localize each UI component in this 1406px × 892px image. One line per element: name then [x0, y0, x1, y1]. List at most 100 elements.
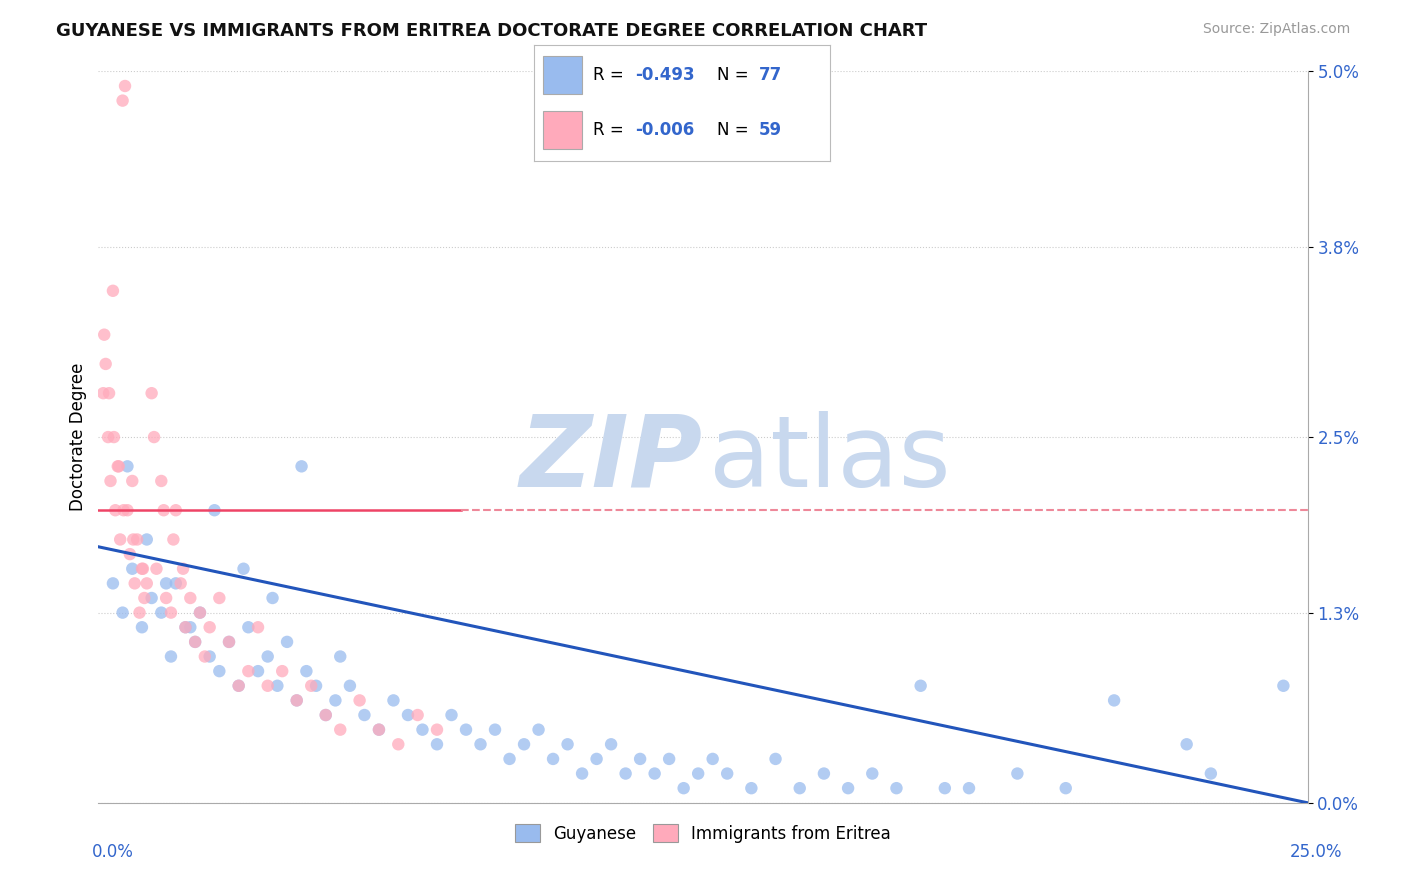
- Point: [128, 606, 150, 620]
- Point: [247, 664, 270, 678]
- Point: [179, 591, 201, 605]
- Point: [406, 708, 429, 723]
- Point: [101, 576, 124, 591]
- Point: [141, 386, 163, 401]
- Point: [585, 752, 607, 766]
- Point: [658, 752, 681, 766]
- Point: [299, 679, 322, 693]
- Point: [1199, 766, 1222, 780]
- Point: [155, 576, 177, 591]
- Point: [150, 606, 173, 620]
- Point: [1175, 737, 1198, 751]
- Point: [198, 649, 221, 664]
- Point: [114, 78, 136, 93]
- Point: [97, 430, 120, 444]
- Text: -0.493: -0.493: [634, 66, 695, 85]
- Point: [600, 737, 623, 751]
- Point: [266, 679, 288, 693]
- Point: [498, 752, 520, 766]
- Point: [160, 606, 183, 620]
- Point: [702, 752, 724, 766]
- Point: [513, 737, 536, 751]
- Point: [169, 576, 191, 591]
- Point: [103, 430, 125, 444]
- Point: [470, 737, 492, 751]
- Point: [111, 606, 134, 620]
- Point: [329, 723, 352, 737]
- Point: [1272, 679, 1295, 693]
- Point: [426, 723, 449, 737]
- Point: [614, 766, 637, 780]
- Point: [218, 635, 240, 649]
- Point: [98, 386, 121, 401]
- Point: [107, 459, 129, 474]
- Point: [765, 752, 787, 766]
- Point: [688, 766, 710, 780]
- Legend: Guyanese, Immigrants from Eritrea: Guyanese, Immigrants from Eritrea: [508, 818, 898, 849]
- Point: [349, 693, 371, 707]
- Text: N =: N =: [717, 120, 754, 139]
- Point: [440, 708, 463, 723]
- Point: [117, 503, 139, 517]
- Point: [957, 781, 980, 796]
- Point: [228, 679, 250, 693]
- Text: 59: 59: [759, 120, 782, 139]
- Point: [184, 635, 207, 649]
- Point: [271, 664, 294, 678]
- Point: [134, 591, 156, 605]
- Point: [339, 679, 361, 693]
- Point: [94, 357, 117, 371]
- Point: [204, 503, 226, 517]
- Point: [118, 547, 141, 561]
- Text: R =: R =: [593, 120, 630, 139]
- Point: [194, 649, 217, 664]
- Point: [208, 591, 231, 605]
- Point: [672, 781, 695, 796]
- Point: [188, 606, 211, 620]
- Point: [174, 620, 197, 634]
- Point: [117, 459, 139, 474]
- Point: [368, 723, 391, 737]
- Point: [454, 723, 477, 737]
- Point: [860, 766, 883, 780]
- Text: R =: R =: [593, 66, 630, 85]
- Point: [315, 708, 337, 723]
- Point: [179, 620, 201, 634]
- Point: [789, 781, 811, 796]
- Point: [152, 503, 174, 517]
- Point: [285, 693, 308, 707]
- Point: [716, 766, 738, 780]
- Point: [135, 533, 157, 547]
- Point: [184, 635, 207, 649]
- Point: [934, 781, 956, 796]
- Point: [165, 503, 187, 517]
- Point: [131, 562, 153, 576]
- Text: -0.006: -0.006: [634, 120, 695, 139]
- Point: [247, 620, 270, 634]
- Point: [121, 562, 143, 576]
- Point: [315, 708, 337, 723]
- Bar: [543, 111, 582, 149]
- Point: [256, 649, 278, 664]
- Point: [91, 386, 114, 401]
- Point: [238, 664, 260, 678]
- Point: [325, 693, 347, 707]
- Text: ZIP: ZIP: [520, 410, 703, 508]
- Point: [155, 591, 177, 605]
- Point: [93, 327, 115, 342]
- Point: [160, 649, 183, 664]
- Text: 0.0%: 0.0%: [91, 843, 134, 861]
- Point: [295, 664, 318, 678]
- Point: [1007, 766, 1029, 780]
- Point: [387, 737, 409, 751]
- Point: [124, 576, 146, 591]
- Point: [112, 503, 135, 517]
- Point: [285, 693, 308, 707]
- Point: [262, 591, 284, 605]
- Point: [426, 737, 449, 751]
- Point: [108, 533, 131, 547]
- Point: [276, 635, 298, 649]
- Point: [111, 94, 134, 108]
- Point: [1102, 693, 1125, 707]
- Point: [127, 533, 149, 547]
